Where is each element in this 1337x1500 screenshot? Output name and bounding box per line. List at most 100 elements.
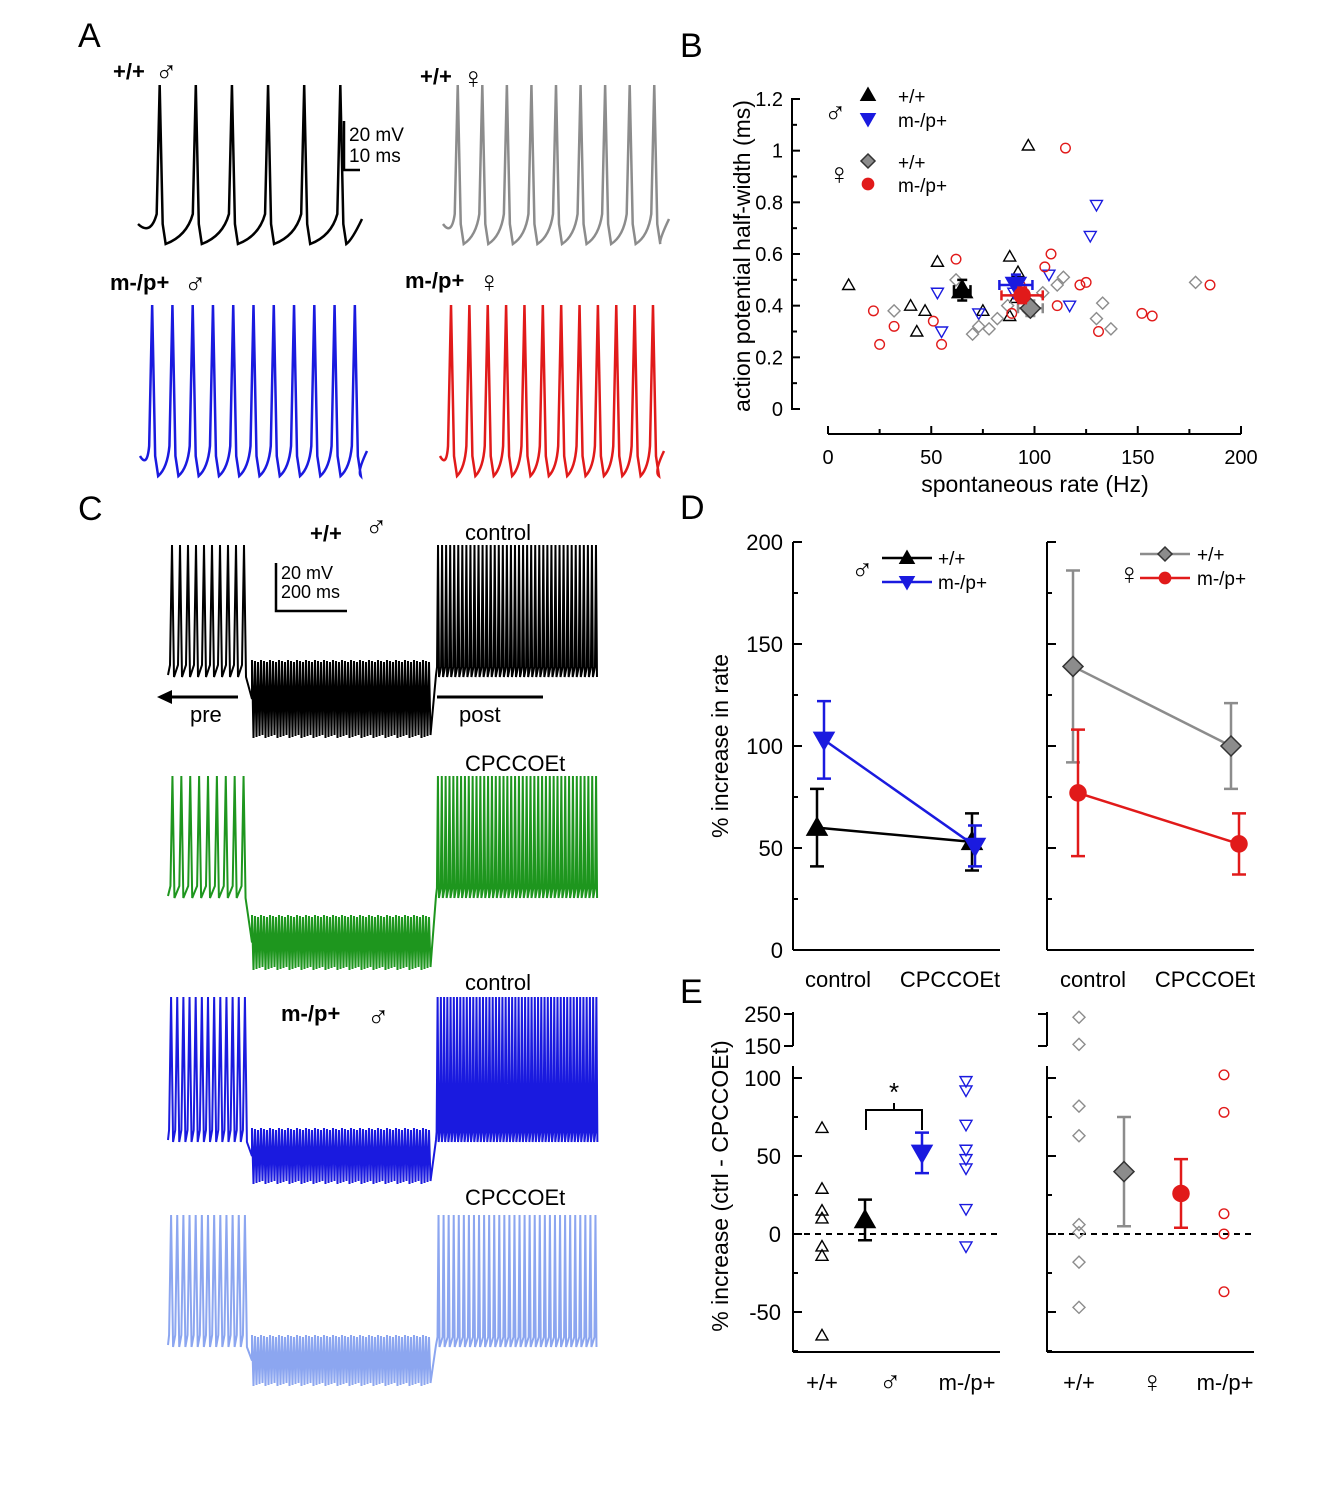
- b-point: [1204, 279, 1216, 291]
- e-point: [1072, 1037, 1086, 1052]
- e-point: [1072, 1010, 1086, 1025]
- legend-d-male-2-label: m-/p+: [938, 573, 987, 594]
- trace-c2-condition: CPCCOEt: [465, 751, 565, 776]
- trace-a4-mut-female: [438, 304, 666, 479]
- e-point: [958, 1163, 974, 1176]
- b-y-tick-label: 0.2: [755, 347, 783, 369]
- panel-e-male-cat-1: +/+: [806, 1370, 838, 1395]
- b-point: [1095, 296, 1110, 311]
- panel-d-female-cat-2: CPCCOEt: [1155, 967, 1255, 992]
- legend-d-marker: [898, 576, 916, 591]
- b-point: [930, 287, 945, 301]
- b-point: [874, 338, 886, 350]
- b-point: [1045, 248, 1057, 260]
- b-y-tick-label: 0.4: [755, 296, 783, 318]
- trace-c3-mut-control: [167, 996, 599, 1185]
- b-point: [982, 321, 997, 336]
- e-point: [958, 1153, 974, 1167]
- b-x-tick-label: 50: [920, 447, 942, 469]
- trace-a3-title: m-/p+: [110, 270, 169, 295]
- legend-b-marker: [861, 177, 875, 191]
- legend-b-2-label: m-/p+: [898, 111, 947, 132]
- b-point: [1146, 310, 1158, 322]
- b-point: [1050, 278, 1065, 292]
- panel-b-label: B: [680, 27, 703, 65]
- panel-b-legend: ♂ +/+ m-/p+ ♀ +/+ m-/p+: [824, 86, 947, 197]
- e-point: [958, 1144, 974, 1158]
- b-point: [927, 315, 939, 327]
- male-symbol: ♂: [155, 56, 178, 89]
- d-point: [1219, 734, 1243, 758]
- b-point: [1010, 264, 1026, 278]
- panel-d-male-cat-2: CPCCOEt: [900, 967, 1000, 992]
- e-point: [1218, 1106, 1230, 1118]
- e-point: [1218, 1286, 1230, 1298]
- d-y-tick-label: 50: [759, 836, 783, 861]
- e-y-tick-label: -50: [749, 1300, 781, 1325]
- b-y-tick-label: 0.8: [755, 192, 783, 214]
- legend-b-1-label: +/+: [898, 87, 925, 108]
- panel-d-male-cat-1: control: [805, 967, 871, 992]
- d-y-tick-label: 100: [746, 734, 783, 759]
- d-point: [812, 731, 836, 752]
- e-point: [1218, 1069, 1230, 1081]
- d-series-line: [1072, 665, 1232, 748]
- panel-b-y-label: action potential half-width (ms): [729, 100, 755, 412]
- legend-male-symbol: ♂: [824, 97, 847, 130]
- male-symbol: ♂: [367, 1001, 390, 1034]
- e-point: [1218, 1208, 1230, 1220]
- panel-c-label: C: [78, 490, 103, 528]
- legend-d-male-symbol: ♂: [851, 554, 874, 587]
- b-point: [841, 277, 856, 291]
- panel-e-series: [814, 1010, 1230, 1341]
- e-y-tick-label: 50: [757, 1144, 781, 1169]
- pre-arrow-head: [157, 690, 172, 704]
- e-point: [814, 1248, 830, 1262]
- d-series-line: [823, 738, 976, 847]
- legend-d-female-2-label: m-/p+: [1197, 569, 1246, 590]
- trace-c1-wt-control: [167, 544, 598, 739]
- b-point: [930, 254, 945, 267]
- panel-c: C +/+ ♂ control 20 mV 200 ms pre post CP…: [78, 490, 599, 1387]
- d-point: [1061, 655, 1085, 678]
- b-point: [971, 319, 986, 334]
- significance-star: *: [889, 1077, 899, 1107]
- legend-b-marker: [859, 113, 877, 128]
- e-mean-marker: [853, 1208, 877, 1229]
- e-point: [958, 1075, 974, 1089]
- e-point: [958, 1241, 974, 1254]
- e-point: [1072, 1217, 1086, 1232]
- panel-d-legend: ♂ +/+ m-/p+ ♀ +/+ m-/p+: [851, 545, 1246, 594]
- b-point: [971, 308, 986, 321]
- b-mean-marker: [1004, 276, 1028, 297]
- e-point: [1072, 1255, 1086, 1270]
- b-point: [1083, 230, 1098, 244]
- b-mean-marker: [950, 278, 974, 299]
- male-symbol: ♂: [365, 511, 388, 544]
- legend-b-marker: [859, 86, 877, 101]
- female-symbol: ♀: [478, 266, 501, 299]
- e-y-tick-label: 100: [744, 1066, 781, 1091]
- b-point: [1103, 321, 1118, 336]
- b-point: [1039, 261, 1051, 273]
- d-point: [963, 837, 987, 858]
- d-series-line: [816, 826, 973, 844]
- b-point: [950, 253, 962, 265]
- b-point: [965, 327, 980, 342]
- panel-e-male-cat-2: m-/p+: [939, 1370, 996, 1395]
- d-y-tick-label: 200: [746, 530, 783, 555]
- b-point: [1080, 276, 1092, 288]
- trace-c4-mut-cpccoet: [167, 1214, 598, 1387]
- female-symbol: ♀: [462, 62, 485, 95]
- b-x-tick-label: 100: [1018, 447, 1051, 469]
- trace-c1-condition: control: [465, 520, 531, 545]
- trace-c3-genotype: m-/p+: [281, 1001, 340, 1026]
- b-y-tick-label: 0: [772, 399, 783, 421]
- b-point: [1093, 326, 1105, 338]
- panel-e-female-cat-2: m-/p+: [1197, 1370, 1254, 1395]
- e-point: [1072, 1099, 1086, 1114]
- trace-a4-title: m-/p+: [405, 268, 464, 293]
- b-point: [1002, 308, 1017, 322]
- legend-b-marker: [859, 152, 877, 170]
